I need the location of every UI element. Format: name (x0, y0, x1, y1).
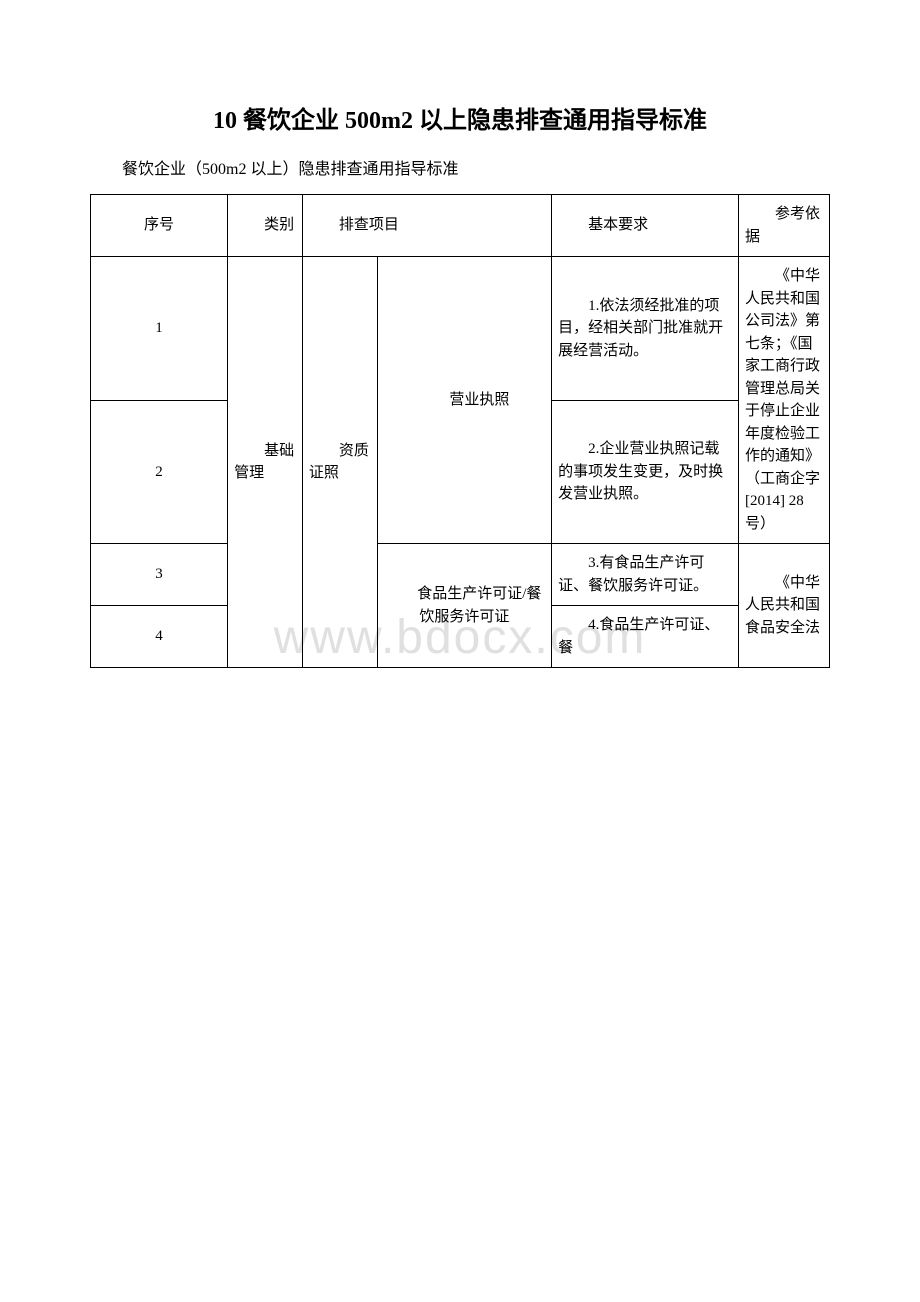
cell-seq-4: 4 (91, 606, 228, 668)
cell-subcategory: 资质证照 (302, 257, 377, 668)
document-subtitle: 餐饮企业（500m2 以上）隐患排查通用指导标准 (90, 155, 830, 179)
cell-seq-1: 1 (91, 257, 228, 401)
cell-item-food: 食品生产许可证/餐饮服务许可证 (377, 544, 551, 668)
table-row: 3 食品生产许可证/餐饮服务许可证 3.有食品生产许可证、餐饮服务许可证。 《中… (91, 544, 830, 606)
cell-category: 基础管理 (228, 257, 303, 668)
header-item: 排查项目 (302, 195, 551, 257)
cell-item-license: 营业执照 (377, 257, 551, 544)
inspection-table: 序号 类别 排查项目 基本要求 参考依据 1 基础管理 资质证照 营业执照 1.… (90, 194, 830, 668)
header-reference: 参考依据 (738, 195, 829, 257)
cell-req-4: 4.食品生产许可证、餐 (552, 606, 739, 668)
table-header-row: 序号 类别 排查项目 基本要求 参考依据 (91, 195, 830, 257)
header-requirement: 基本要求 (552, 195, 739, 257)
cell-ref-1: 《中华人民共和国公司法》第七条；《国家工商行政管理总局关于停止企业年度检验工作的… (738, 257, 829, 544)
cell-req-2: 2.企业营业执照记载的事项发生变更，及时换发营业执照。 (552, 400, 739, 544)
header-seq: 序号 (91, 195, 228, 257)
document-title: 10 餐饮企业 500m2 以上隐患排查通用指导标准 (90, 100, 830, 135)
cell-req-1: 1.依法须经批准的项目，经相关部门批准就开展经营活动。 (552, 257, 739, 401)
cell-ref-2: 《中华人民共和国食品安全法 (738, 544, 829, 668)
cell-seq-3: 3 (91, 544, 228, 606)
table-row: 1 基础管理 资质证照 营业执照 1.依法须经批准的项目，经相关部门批准就开展经… (91, 257, 830, 401)
cell-seq-2: 2 (91, 400, 228, 544)
header-category: 类别 (228, 195, 303, 257)
cell-req-3: 3.有食品生产许可证、餐饮服务许可证。 (552, 544, 739, 606)
